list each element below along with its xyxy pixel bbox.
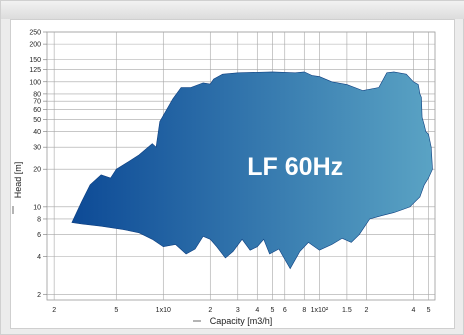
x-tick-label: 2 xyxy=(364,307,368,314)
y-tick-label: 10 xyxy=(33,204,41,211)
chart-title: LF 60Hz xyxy=(247,153,343,181)
top-band xyxy=(1,1,464,19)
y-tick-label: 2 xyxy=(37,292,41,299)
x-tick-label: 5 xyxy=(270,307,274,314)
x-tick-label: 2 xyxy=(208,307,212,314)
x-tick-label: 2 xyxy=(52,307,56,314)
y-tick-label: 70 xyxy=(33,99,41,106)
x-tick-label: 4 xyxy=(411,307,415,314)
x-tick-label: 1.5 xyxy=(342,307,352,314)
y-tick-label: 8 xyxy=(37,216,41,223)
y-tick-label: 30 xyxy=(33,145,41,152)
y-tick-label: 20 xyxy=(33,167,41,174)
y-tick-label: 125 xyxy=(29,67,41,74)
x-tick-label: 1x10² xyxy=(311,307,329,314)
y-tick-label: 250 xyxy=(29,30,41,37)
performance-envelope xyxy=(71,71,433,270)
y-tick-label: 60 xyxy=(33,107,41,114)
tick-labels: 2 5 1x10 2 3 4 5 6 8 1x10² 1.5 2 4 5 2 4 6 8 10 20 30 40 50 607… xyxy=(29,30,430,315)
chart-svg: 2 5 1x10 2 3 4 5 6 8 1x10² 1.5 2 4 5 2 4 6 8 10 20 30 40 50 607… xyxy=(12,30,436,326)
y-tick-label: 4 xyxy=(37,254,41,261)
y-tick-label: 200 xyxy=(29,42,41,49)
x-tick-label: 5 xyxy=(427,307,431,314)
y-tick-label: 6 xyxy=(37,232,41,239)
x-tick-label: 4 xyxy=(255,307,259,314)
y-tick-label: 100 xyxy=(29,79,41,86)
y-tick-label: 40 xyxy=(33,129,41,136)
y-axis-label: Head [m] xyxy=(13,162,23,199)
x-tick-label: 1x10 xyxy=(156,307,171,314)
x-tick-label: 8 xyxy=(302,307,306,314)
envelope-layer xyxy=(71,71,433,270)
y-tick-label: 150 xyxy=(29,57,41,64)
y-tick-label: 80 xyxy=(33,91,41,98)
y-tick-label: 50 xyxy=(33,117,41,124)
x-tick-label: 3 xyxy=(236,307,240,314)
chart-panel: 2 5 1x10 2 3 4 5 6 8 1x10² 1.5 2 4 5 2 4 6 8 10 20 30 40 50 60 7… xyxy=(10,19,455,329)
x-axis-label: Capacity [m3/h] xyxy=(210,316,273,326)
x-tick-label: 5 xyxy=(114,307,118,314)
x-tick-label: 6 xyxy=(283,307,287,314)
